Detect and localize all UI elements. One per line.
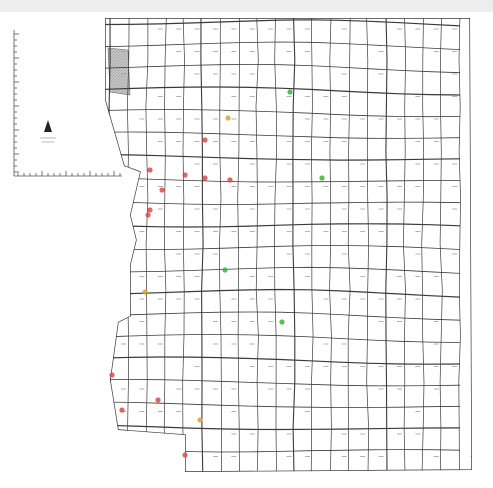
- hatched-area: [108, 48, 130, 95]
- road: [440, 14, 442, 474]
- marker: [319, 175, 324, 180]
- road: [100, 224, 460, 227]
- marker: [155, 397, 160, 402]
- road: [100, 42, 460, 50]
- road: [311, 14, 313, 474]
- road: [256, 14, 258, 474]
- road: [459, 14, 461, 474]
- marker: [147, 207, 152, 212]
- marker: [159, 187, 164, 192]
- road: [293, 14, 295, 474]
- road: [100, 449, 460, 452]
- marker: [202, 137, 207, 142]
- road: [330, 14, 332, 474]
- marker: [145, 212, 150, 217]
- road: [100, 267, 460, 273]
- road: [100, 87, 460, 95]
- road: [100, 132, 460, 138]
- road: [100, 246, 460, 250]
- road: [100, 471, 460, 474]
- marker: [109, 372, 114, 377]
- marker: [142, 289, 147, 294]
- road: [367, 14, 369, 474]
- scale-inset: [14, 30, 122, 176]
- marker: [225, 115, 230, 120]
- road: [100, 335, 460, 343]
- marker: [182, 172, 187, 177]
- road: [386, 14, 387, 474]
- road: [100, 155, 460, 161]
- boundary: [105, 18, 472, 472]
- road: [100, 65, 460, 73]
- road: [275, 14, 277, 474]
- marker: [222, 267, 227, 272]
- road: [100, 357, 460, 364]
- road: [164, 14, 166, 474]
- road-network: [100, 14, 476, 479]
- marker: [227, 177, 232, 182]
- road: [100, 110, 460, 117]
- north-arrow: [44, 120, 52, 132]
- marker: [182, 452, 187, 457]
- marker: [197, 417, 202, 422]
- road: [100, 20, 460, 26]
- road: [100, 402, 460, 408]
- marker: [279, 319, 284, 324]
- marker: [119, 407, 124, 412]
- road: [100, 201, 460, 204]
- road: [348, 14, 350, 474]
- road: [100, 178, 460, 182]
- marker: [147, 167, 152, 172]
- road: [100, 312, 460, 320]
- road: [100, 380, 460, 386]
- road: [183, 14, 185, 474]
- road: [422, 14, 424, 474]
- header-strip: [0, 0, 493, 12]
- road: [100, 425, 460, 429]
- road: [238, 14, 240, 474]
- map: [0, 0, 493, 488]
- road: [100, 290, 460, 298]
- road: [146, 14, 148, 474]
- road: [403, 14, 405, 474]
- marker: [202, 175, 207, 180]
- marker: [287, 89, 292, 94]
